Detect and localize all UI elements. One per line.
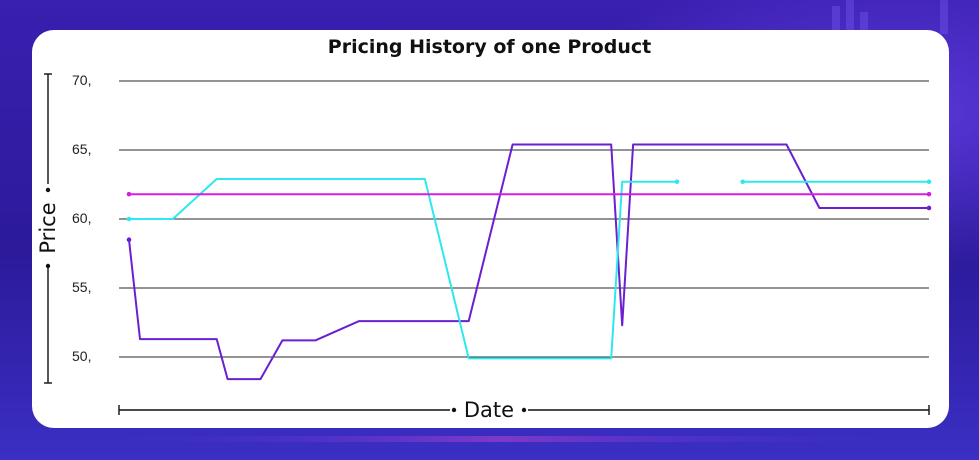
series-endpoint-3 [126, 191, 132, 197]
series-endpoint-1 [126, 237, 132, 242]
y-axis-label: Price [36, 202, 60, 253]
series-line-1 [128, 143, 929, 381]
y-tick-label: 65, [72, 141, 91, 157]
series-endpoint-3 [926, 191, 932, 197]
x-axis-label: Date [464, 398, 514, 422]
y-tick-label: 50, [72, 348, 91, 364]
gridlines [119, 80, 929, 358]
y-tick-labels: 70, 65, 60, 55, 50, [72, 72, 91, 364]
series-lines [126, 143, 932, 381]
series-endpoint-2 [126, 216, 132, 222]
series-endpoint-2 [740, 179, 745, 185]
series-endpoint-2 [926, 179, 932, 185]
x-axis-bracket [118, 405, 930, 415]
y-tick-label: 60, [72, 210, 91, 226]
y-tick-label: 55, [72, 279, 91, 295]
y-tick-label: 70, [72, 72, 91, 88]
series-endpoint-2 [674, 179, 680, 185]
chart-card [32, 30, 949, 428]
series-line-2 [129, 178, 677, 360]
y-axis-bracket [44, 73, 52, 384]
chart-title: Pricing History of one Product [327, 36, 652, 58]
series-endpoint-1 [926, 205, 932, 211]
